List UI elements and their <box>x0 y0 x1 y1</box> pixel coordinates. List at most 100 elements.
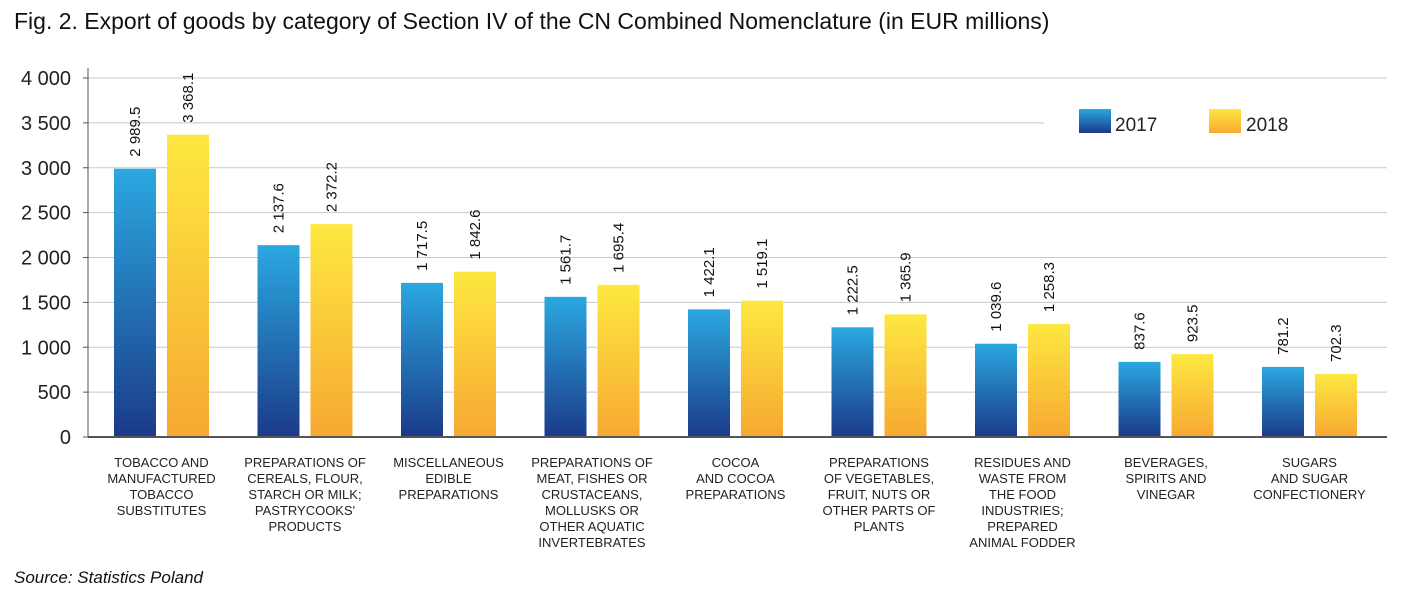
legend-swatch-2018 <box>1209 109 1241 133</box>
legend-swatch-2017 <box>1079 109 1111 133</box>
category-label-line: PREPARATIONS <box>685 487 786 502</box>
category-label-line: PLANTS <box>853 519 905 534</box>
category-label-line: OF VEGETABLES, <box>823 471 935 486</box>
category-label-line: EDIBLE <box>425 471 472 486</box>
y-tick-label: 500 <box>38 382 71 404</box>
category-label-line: RESIDUES AND <box>974 455 1071 470</box>
value-label-2017-3: 1 561.7 <box>558 235 575 285</box>
category-label-line: VINEGAR <box>1136 487 1196 502</box>
value-label-2017-0: 2 989.5 <box>127 107 144 157</box>
category-label-line: MOLLUSKS OR <box>545 503 639 518</box>
category-label: BEVERAGES, SPIRITS AND VINEGAR <box>1095 455 1237 503</box>
category-label-line: CONFECTIONERY <box>1253 487 1366 502</box>
category-label: SUGARS AND SUGAR CONFECTIONERY <box>1239 455 1381 503</box>
category-label-line: PASTRYCOOKS' <box>254 503 356 518</box>
y-tick-label: 4 000 <box>21 68 71 90</box>
bar-2017-5 <box>831 327 874 437</box>
value-label-2018-4: 1 519.1 <box>754 239 771 289</box>
category-label-line: MEAT, FISHES OR <box>536 471 648 486</box>
y-tick-label: 3 500 <box>21 113 71 135</box>
legend: 2017 2018 <box>1044 100 1394 148</box>
category-label-line: SUBSTITUTES <box>116 503 207 518</box>
category-label-line: INVERTEBRATES <box>538 535 646 550</box>
category-label-line: OTHER AQUATIC <box>539 519 645 534</box>
category-label: PREPARATIONS OF VEGETABLES, FRUIT, NUTS OR… <box>808 455 950 535</box>
value-label-2017-4: 1 422.1 <box>701 247 718 297</box>
value-label-2018-7: 923.5 <box>1185 305 1202 343</box>
category-label: RESIDUES AND WASTE FROM THE FOOD INDUSTRIES… <box>952 455 1094 551</box>
value-label-2018-0: 3 368.1 <box>180 73 197 123</box>
value-label-2017-7: 837.6 <box>1132 312 1149 350</box>
bar-2017-0 <box>114 168 156 437</box>
bar-2018-8 <box>1315 373 1357 437</box>
bar-2018-1 <box>310 224 353 437</box>
category-label-line: FRUIT, NUTS OR <box>827 487 931 502</box>
bar-2017-4 <box>688 309 730 437</box>
y-tick-label: 3 000 <box>21 158 71 180</box>
category-label-line: WASTE FROM <box>978 471 1067 486</box>
value-label-2017-8: 781.2 <box>1275 317 1292 355</box>
value-label-2018-8: 702.3 <box>1328 324 1345 362</box>
bar-2017-2 <box>401 282 443 437</box>
value-labels: 2 989.5 3 368.1 2 137.6 2 372.2 1 717.5 1 842… <box>127 73 1345 362</box>
value-label-2018-3: 1 695.4 <box>611 223 628 273</box>
y-tick-label: 2 500 <box>21 203 71 225</box>
category-label-line: CEREALS, FLOUR, <box>247 471 363 486</box>
axes <box>87 68 1387 438</box>
bar-2018-0 <box>167 134 209 438</box>
category-label: PREPARATIONS OF CEREALS, FLOUR, STARCH OR … <box>234 455 376 535</box>
category-label-line: STARCH OR MILK; <box>248 487 362 502</box>
category-label-line: COCOA <box>711 455 760 470</box>
value-label-2018-5: 1 365.9 <box>898 252 915 302</box>
source-note: Source: Statistics Poland <box>14 568 203 587</box>
bar-2017-7 <box>1118 361 1161 437</box>
y-tick-label: 1 000 <box>21 337 71 359</box>
bar-2017-1 <box>257 245 300 437</box>
value-label-2017-1: 2 137.6 <box>271 183 288 233</box>
category-label-line: TOBACCO AND <box>114 455 209 470</box>
value-label-2018-6: 1 258.3 <box>1041 262 1058 312</box>
value-label-2017-2: 1 717.5 <box>414 221 431 271</box>
category-label: COCOA AND COCOA PREPARATIONS <box>665 455 807 503</box>
y-tick-label: 1 500 <box>21 292 71 314</box>
bar-2017-8 <box>1262 366 1304 437</box>
category-label-line: SPIRITS AND <box>1125 471 1207 486</box>
bar-2018-4 <box>741 300 783 437</box>
category-label-line: MISCELLANEOUS <box>393 455 504 470</box>
category-label: MISCELLANEOUS EDIBLE PREPARATIONS <box>378 455 520 503</box>
legend-label-2018: 2018 <box>1246 115 1288 136</box>
bar-2017-3 <box>544 296 587 437</box>
y-tick-label: 0 <box>60 427 71 449</box>
value-label-2017-6: 1 039.6 <box>988 282 1005 332</box>
category-label-line: TOBACCO <box>129 487 194 502</box>
bars <box>114 134 1357 438</box>
chart-title: Fig. 2. Export of goods by category of S… <box>14 8 1050 34</box>
bar-2018-5 <box>884 314 927 437</box>
y-axis-ticks: 0 500 1 000 1 500 2 000 2 500 3 000 3 500 4 000 <box>21 68 88 449</box>
value-label-2017-5: 1 222.5 <box>845 265 862 315</box>
bar-2018-3 <box>597 284 640 437</box>
category-label: PREPARATIONS OF MEAT, FISHES OR CRUSTACEAN… <box>521 455 663 551</box>
legend-label-2017: 2017 <box>1115 115 1157 136</box>
category-label-line: CRUSTACEANS, <box>541 487 643 502</box>
category-label-line: SUGARS <box>1282 455 1337 470</box>
category-label: TOBACCO AND MANUFACTURED TOBACCO SUBSTITUTE… <box>91 455 233 519</box>
bar-2018-6 <box>1028 324 1070 437</box>
category-label-line: BEVERAGES, <box>1124 455 1208 470</box>
category-label-line: OTHER PARTS OF <box>822 503 936 518</box>
category-label-line: PREPARATIONS <box>398 487 499 502</box>
bar-2018-2 <box>454 271 496 437</box>
value-label-2018-2: 1 842.6 <box>467 210 484 260</box>
category-label-line: MANUFACTURED <box>107 471 216 486</box>
category-label-line: AND SUGAR <box>1270 471 1349 486</box>
category-label-line: AND COCOA <box>696 471 775 486</box>
bar-2017-6 <box>975 343 1017 437</box>
category-label-line: THE FOOD <box>988 487 1057 502</box>
category-label-line: PRODUCTS <box>268 519 342 534</box>
category-label-line: PREPARATIONS <box>829 455 929 470</box>
y-tick-label: 2 000 <box>21 248 71 270</box>
category-label-line: PREPARED <box>987 519 1058 534</box>
category-label-line: PREPARATIONS OF <box>531 455 653 470</box>
value-label-2018-1: 2 372.2 <box>324 162 341 212</box>
